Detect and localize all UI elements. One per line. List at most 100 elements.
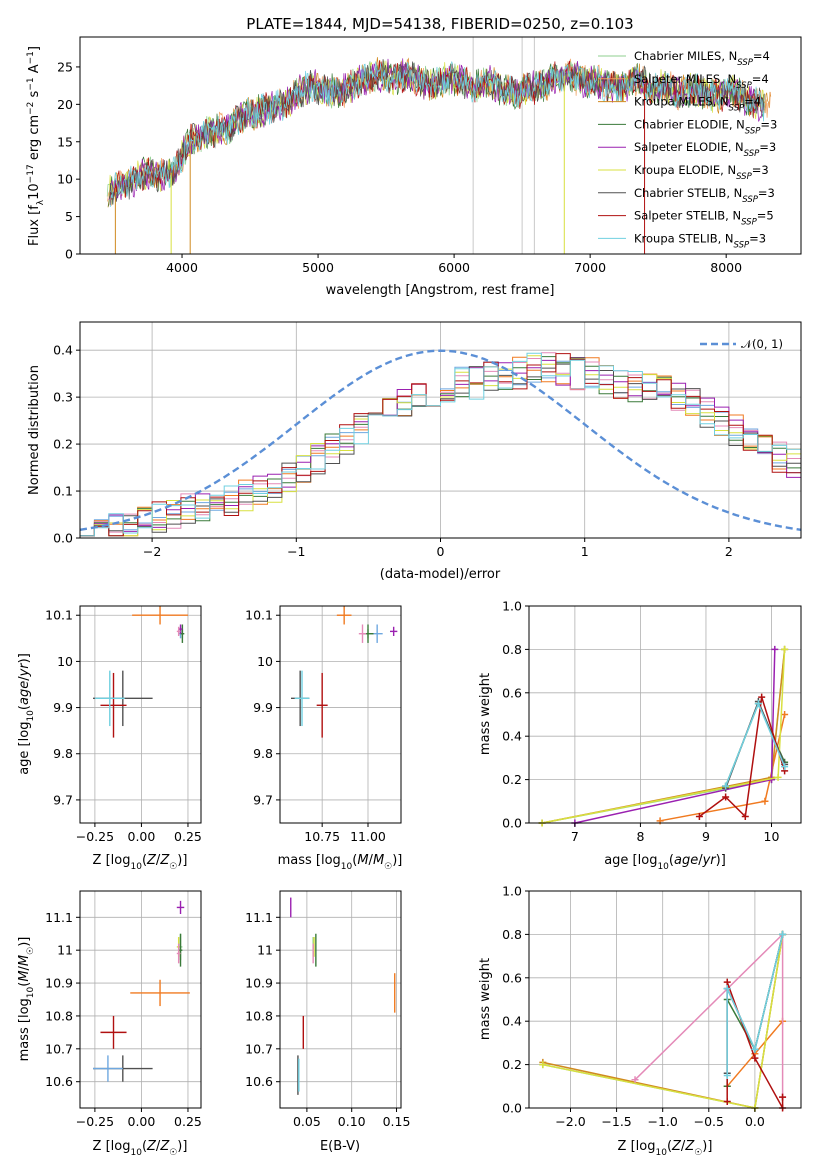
x-tick-label: −2.0 (555, 1114, 585, 1129)
weight-marker (774, 773, 782, 781)
x-tick-label: 8000 (710, 260, 742, 275)
weight-marker (539, 1061, 547, 1069)
weight-series-8 (726, 934, 784, 1076)
weight-marker (723, 1097, 731, 1105)
y-tick-label: 10.8 (45, 1008, 73, 1023)
y-tick-label: 1.0 (502, 884, 522, 899)
x-tick-label: −0.5 (694, 1114, 724, 1129)
residual-xlabel: (data-model)/error (380, 567, 501, 582)
age-vs-z-ylabel: age [log10(age/yr)] (17, 653, 36, 775)
residual-panel: −2 −1 0 1 2 0.0 0.1 0.2 0.3 0.4 (data-model)/erro… (27, 321, 802, 582)
x-tick-label: 9 (702, 829, 710, 844)
y-tick-label: 20 (57, 97, 73, 112)
y-tick-label: 10.1 (245, 608, 273, 623)
y-tick-label: 9.9 (53, 700, 73, 715)
x-tick-label: −1.0 (648, 1114, 678, 1129)
residual-ylabel: Normed distribution (27, 365, 42, 495)
y-tick-label: 0.8 (502, 642, 522, 657)
x-tick-label: 5000 (302, 260, 334, 275)
weight-marker (723, 1071, 731, 1079)
mass-vs-z-xlabel: Z [log10(Z/Z☉)] (93, 1139, 188, 1158)
y-tick-label: 10.9 (45, 976, 73, 991)
mass-vs-ebv-axes-frame (279, 890, 402, 1109)
y-tick-label: 10 (257, 654, 273, 669)
spectrum-legend: Chabrier MILES, NSSP=4 Salpeter MILES, NS… (598, 49, 777, 250)
weight-marker (741, 812, 749, 820)
legend-label: Kroupa STELIB, NSSP=3 (634, 231, 766, 250)
y-tick-label: 0.3 (53, 390, 73, 405)
legend-label: Salpeter ELODIE, NSSP=3 (634, 140, 776, 159)
y-tick-label: 0.4 (502, 729, 522, 744)
x-tick-label: 7 (571, 829, 579, 844)
y-tick-label: 15 (57, 134, 73, 149)
weight-marker (723, 985, 731, 993)
legend-label: Kroupa MILES, NSSP=4 (634, 95, 761, 114)
x-tick-label: 7000 (574, 260, 606, 275)
x-tick-label: 2 (725, 544, 733, 559)
weight-marker (722, 793, 730, 801)
weight-marker (779, 930, 787, 938)
age-vs-z-xlabel: Z [log10(Z/Z☉)] (93, 853, 188, 872)
x-tick-label: 0.10 (338, 1114, 366, 1129)
age-vs-mass-xlabel: mass [log10(M/M☉)] (278, 853, 403, 872)
y-tick-label: 10 (57, 172, 73, 187)
y-tick-label: 10.7 (245, 1041, 273, 1056)
legend-label: Chabrier MILES, NSSP=4 (634, 49, 770, 68)
y-tick-label: 0.6 (502, 685, 522, 700)
x-tick-label: 0.05 (293, 1114, 321, 1129)
weight-marker (751, 1045, 759, 1053)
age-vs-mass-axes-frame (279, 605, 402, 824)
x-tick-label: −0.25 (76, 829, 114, 844)
y-tick-label: 5 (65, 209, 73, 224)
y-tick-label: 0.0 (502, 1101, 522, 1116)
weight-marker (695, 812, 703, 820)
spectrum-panel: PLATE=1844, MJD=54138, FIBERID=0250, z=0… (26, 15, 802, 298)
age-vs-mass-panel: 10.75 11.00 9.7 9.8 9.9 10 10.1 mass [log10(M/… (245, 605, 403, 872)
legend-label: Kroupa ELODIE, NSSP=3 (634, 163, 769, 182)
x-tick-label: −1 (287, 544, 305, 559)
y-tick-label: 11.1 (45, 910, 73, 925)
y-tick-label: 9.8 (253, 746, 273, 761)
y-tick-label: 25 (57, 59, 73, 74)
weight-marker (761, 797, 769, 805)
legend-label: Chabrier STELIB, NSSP=3 (634, 186, 775, 205)
legend-label: Salpeter STELIB, NSSP=5 (634, 209, 774, 228)
y-tick-label: 0.4 (53, 343, 73, 358)
y-tick-label: 10.6 (45, 1074, 73, 1089)
y-tick-label: 11 (257, 943, 273, 958)
weight-marker (781, 711, 789, 718)
weight-vs-age-xlabel: age [log10(age/yr)] (604, 853, 726, 872)
weight-marker (779, 1093, 787, 1101)
age-vs-z-axes-frame (79, 605, 202, 824)
weight-marker (723, 978, 731, 986)
y-tick-label: 0.6 (502, 970, 522, 985)
weight-vs-z-xlabel: Z [log10(Z/Z☉)] (618, 1139, 713, 1158)
weight-marker (722, 782, 730, 790)
y-tick-label: 10.9 (245, 976, 273, 991)
spectrum-axes-frame (79, 36, 802, 255)
x-tick-label: 8 (636, 829, 644, 844)
y-tick-label: 0.0 (53, 531, 73, 546)
mass-vs-ebv-xlabel: E(B-V) (320, 1139, 360, 1154)
spectrum-series-5 (108, 60, 765, 196)
y-tick-label: 9.8 (53, 746, 73, 761)
spectrum-xlabel: wavelength [Angstrom, rest frame] (326, 283, 555, 298)
y-tick-label: 11 (57, 943, 73, 958)
legend-label: Chabrier ELODIE, NSSP=3 (634, 117, 777, 136)
y-tick-label: 9.9 (253, 700, 273, 715)
y-tick-label: 0.2 (53, 437, 73, 452)
weight-vs-z-panel: −2.0 −1.5 −1.0 −0.5 0.0 0.0 0.2 0.4 0.6 0.8 1.0 Z … (478, 884, 802, 1158)
y-tick-label: 0.2 (502, 772, 522, 787)
y-tick-label: 10.6 (245, 1074, 273, 1089)
x-tick-label: 0.15 (383, 1114, 411, 1129)
y-tick-label: 0.1 (53, 484, 73, 499)
mass-vs-z-ylabel: mass [log10(M/M☉)] (17, 937, 36, 1062)
histogram-series-8 (80, 352, 801, 537)
y-tick-label: 11.1 (245, 910, 273, 925)
weight-vs-age-axes-frame (528, 605, 802, 824)
x-tick-label: 0.00 (128, 829, 156, 844)
x-tick-label: 0.0 (745, 1114, 765, 1129)
histogram-series-0 (80, 360, 801, 537)
x-tick-label: 10 (764, 829, 780, 844)
